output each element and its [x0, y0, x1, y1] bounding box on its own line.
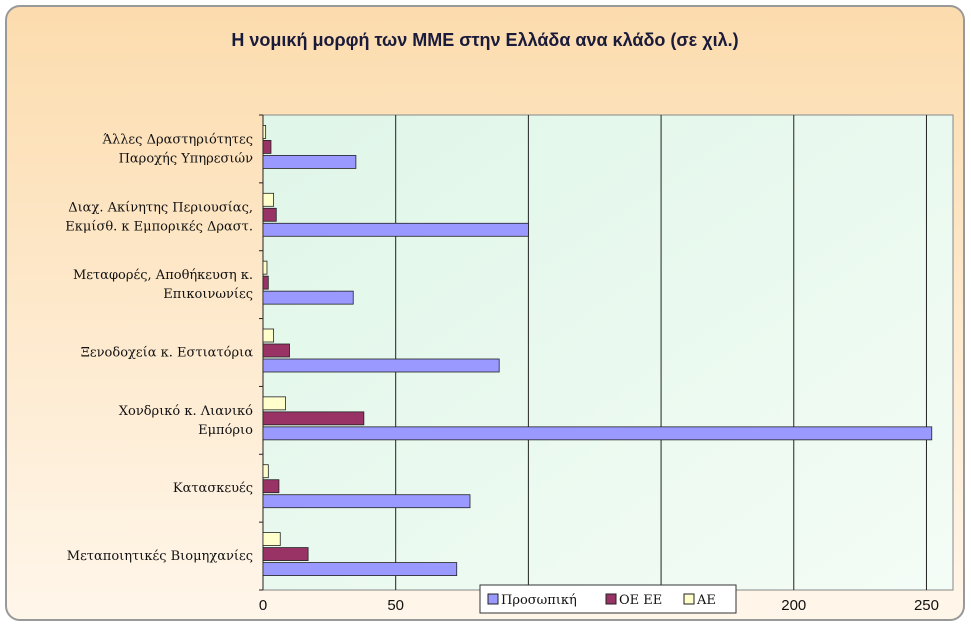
- bar: [262, 494, 471, 509]
- bar: [262, 396, 286, 411]
- y-tick-label: Χονδρικό κ. Λιανικό Εμπόριο: [119, 404, 253, 438]
- bar: [262, 547, 309, 561]
- bar: [262, 343, 290, 358]
- x-tick-label: 250: [914, 597, 939, 614]
- legend-label: ΟΕ ΕΕ: [619, 593, 662, 608]
- bar: [262, 358, 500, 373]
- bar: [262, 125, 267, 139]
- bar: [262, 222, 529, 237]
- legend-label: ΑΕ: [696, 593, 716, 608]
- legend-swatch: [605, 593, 617, 605]
- bar: [262, 464, 269, 479]
- x-tick-label: 200: [781, 597, 806, 614]
- legend-label: Προσωπική: [501, 593, 577, 608]
- bar: [262, 260, 268, 275]
- legend-swatch: [487, 593, 499, 605]
- y-tick-label: Μεταφορές, Αποθήκευση κ. Επικοινωνίες: [73, 268, 253, 302]
- y-tick-label: Άλλες Δραστηριότητες Παροχής Υπηρεσιών: [102, 132, 254, 166]
- chart-title: Η νομική μορφή των ΜΜΕ στην Ελλάδα ανα κ…: [231, 30, 738, 50]
- bar: [262, 426, 933, 441]
- x-tick-label: 0: [259, 597, 267, 614]
- bar: [262, 207, 277, 222]
- bar: [262, 562, 458, 576]
- bar: [262, 328, 275, 343]
- bar: [262, 275, 269, 290]
- bar: [262, 479, 280, 494]
- legend-swatch: [683, 593, 695, 605]
- bar: [262, 192, 275, 207]
- y-tick-label: Μεταποιητικές Βιομηχανίες: [67, 549, 253, 564]
- bar: [262, 532, 281, 546]
- y-tick-label: Διαχ. Ακίνητης Περιουσίας, Εκμίσθ. κ Εμπο…: [65, 200, 253, 234]
- bar: [262, 411, 365, 426]
- bar: [262, 140, 272, 154]
- bar: [262, 290, 354, 305]
- x-tick-label: 50: [387, 597, 404, 614]
- bar: [262, 155, 357, 169]
- y-tick-label: Κατασκευές: [173, 481, 253, 496]
- y-tick-label: Ξενοδοχεία κ. Εστιατόρια: [81, 346, 253, 361]
- plot-area: [262, 114, 954, 591]
